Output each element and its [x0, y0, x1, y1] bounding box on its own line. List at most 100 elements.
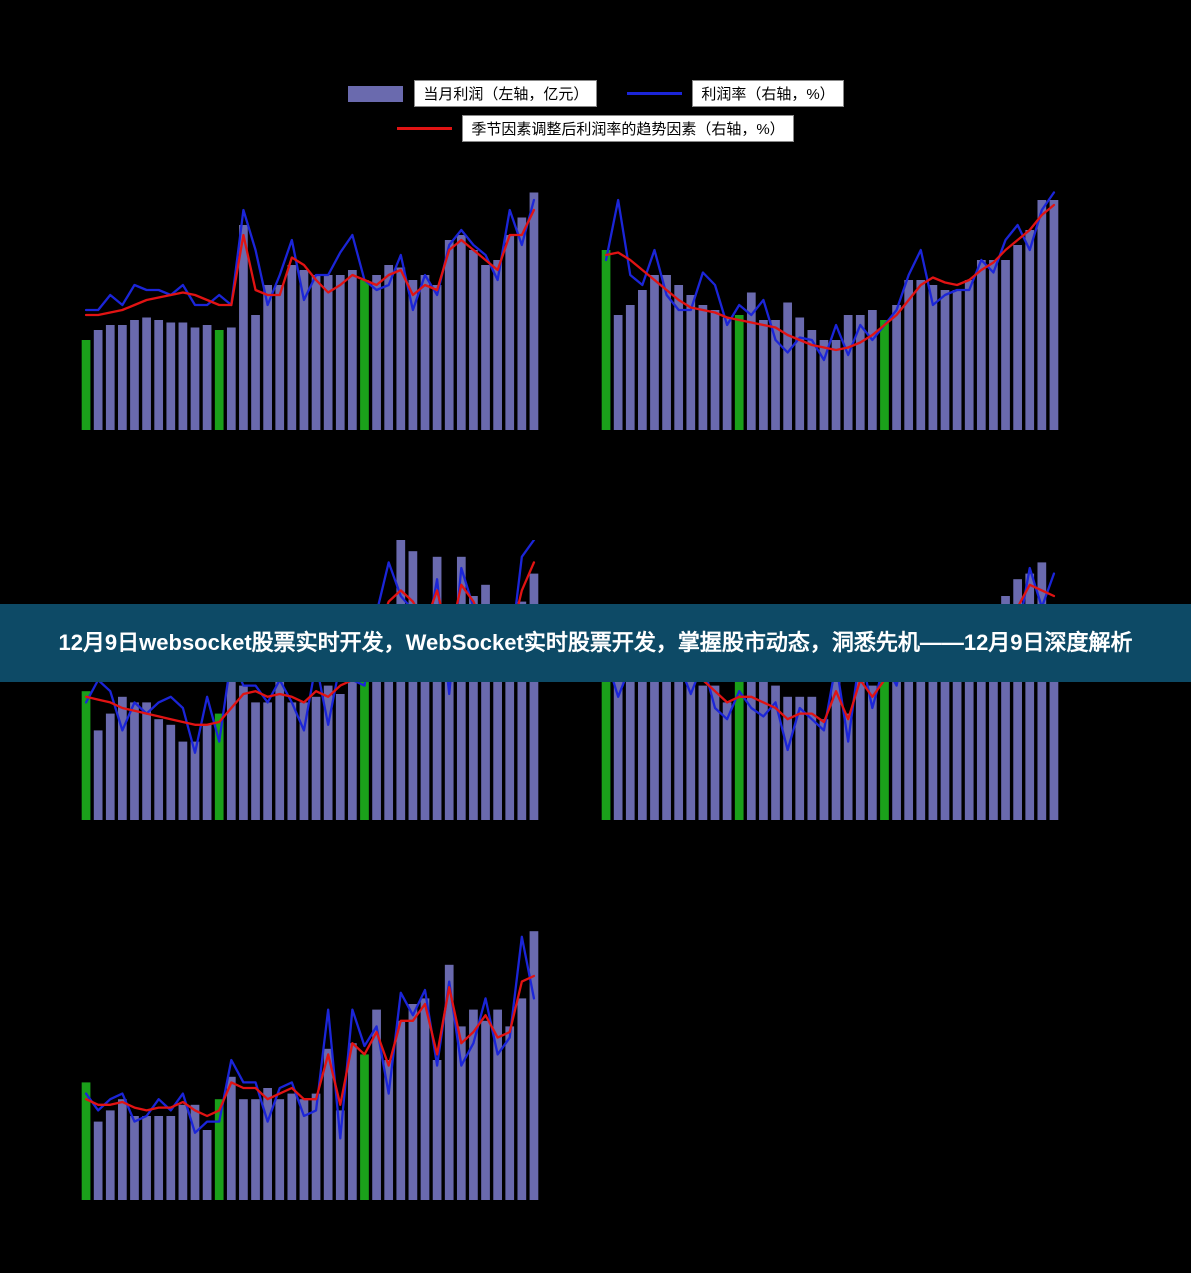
bar	[421, 998, 430, 1200]
line-trend	[606, 205, 1054, 350]
bar	[154, 1116, 163, 1200]
bar	[421, 275, 430, 430]
bar	[916, 280, 925, 430]
bar	[1050, 200, 1059, 430]
bar	[505, 1026, 514, 1200]
bar	[433, 285, 442, 430]
bar	[783, 303, 792, 431]
bar	[166, 1116, 175, 1200]
bar	[469, 1010, 478, 1200]
bar	[626, 305, 635, 430]
bar	[106, 325, 115, 430]
bar	[239, 1099, 248, 1200]
bar-highlight	[880, 669, 889, 820]
bar	[251, 1099, 260, 1200]
bar	[312, 697, 321, 820]
bar	[832, 340, 841, 430]
line-profit-rate	[86, 200, 534, 310]
bar	[300, 702, 309, 820]
bar	[166, 323, 175, 431]
legend-label: 当月利润（左轴，亿元）	[414, 80, 597, 107]
bar	[409, 1004, 418, 1200]
bar	[106, 714, 115, 820]
legend-swatch-bar	[347, 85, 404, 103]
bar	[929, 285, 938, 430]
bar	[336, 275, 345, 430]
legend-label: 利润率（右轴，%）	[692, 80, 843, 107]
bar	[251, 702, 260, 820]
bar-highlight	[215, 1099, 224, 1200]
bar	[142, 1116, 151, 1200]
bar-highlight	[602, 250, 611, 430]
bar	[989, 260, 998, 430]
bar	[130, 702, 139, 820]
page-root: 当月利润（左轴，亿元） 利润率（右轴，%） 季节因素调整后利润率的趋势因素（右轴，%…	[0, 0, 1191, 1273]
bar	[203, 1130, 212, 1200]
bar	[626, 663, 635, 820]
bar	[263, 702, 272, 820]
chart-panel-2	[600, 180, 1060, 430]
line-trend	[86, 210, 534, 315]
bar-highlight	[82, 691, 91, 820]
bar-highlight	[215, 330, 224, 430]
bar	[1025, 230, 1034, 430]
bar	[481, 1021, 490, 1200]
bar	[614, 315, 623, 430]
bar	[759, 669, 768, 820]
bar	[892, 305, 901, 430]
bar	[227, 328, 236, 431]
chart-panel-1	[80, 180, 540, 430]
bar	[263, 285, 272, 430]
bar-highlight	[360, 1054, 369, 1200]
chart-panel-5	[80, 920, 540, 1200]
bar	[977, 260, 986, 430]
bar	[868, 310, 877, 430]
bar	[275, 674, 284, 820]
bar	[1013, 245, 1022, 430]
title-banner-text: 12月9日websocket股票实时开发，WebSocket实时股票开发，掌握股…	[18, 616, 1172, 670]
legend-item: 季节因素调整后利润率的趋势因素（右轴，%）	[397, 115, 793, 142]
legend-item: 当月利润（左轴，亿元）	[347, 80, 597, 107]
bar	[287, 1094, 296, 1200]
bar	[674, 663, 683, 820]
bar	[312, 275, 321, 430]
bar	[142, 318, 151, 431]
bar	[94, 1122, 103, 1200]
bar	[481, 265, 490, 430]
legend-row: 季节因素调整后利润率的趋势因素（右轴，%）	[397, 115, 793, 142]
bar	[106, 1110, 115, 1200]
bar	[263, 1088, 272, 1200]
bar	[505, 235, 514, 430]
bar	[142, 702, 151, 820]
bar	[517, 218, 526, 431]
bar	[94, 330, 103, 430]
bar	[929, 663, 938, 820]
bar	[348, 680, 357, 820]
bar	[699, 686, 708, 820]
bar	[154, 320, 163, 430]
bar	[530, 931, 539, 1200]
bar	[844, 315, 853, 430]
line-profit-rate	[606, 193, 1054, 361]
bar	[118, 1099, 127, 1200]
bar	[191, 328, 200, 431]
bar	[324, 275, 333, 430]
bar	[118, 325, 127, 430]
bar	[336, 1110, 345, 1200]
bar	[287, 265, 296, 430]
bar-highlight	[735, 315, 744, 430]
bar	[239, 686, 248, 820]
legend-item: 利润率（右轴，%）	[627, 80, 843, 107]
bar	[433, 1060, 442, 1200]
bar-highlight	[880, 320, 889, 430]
bar	[711, 310, 720, 430]
bar	[396, 268, 405, 431]
legend-swatch-line	[627, 92, 682, 95]
bar	[179, 323, 188, 431]
bar	[227, 680, 236, 820]
bar-highlight	[82, 340, 91, 430]
bar	[445, 240, 454, 430]
title-banner: 12月9日websocket股票实时开发，WebSocket实时股票开发，掌握股…	[0, 604, 1191, 682]
bar	[820, 719, 829, 820]
bar	[965, 280, 974, 430]
